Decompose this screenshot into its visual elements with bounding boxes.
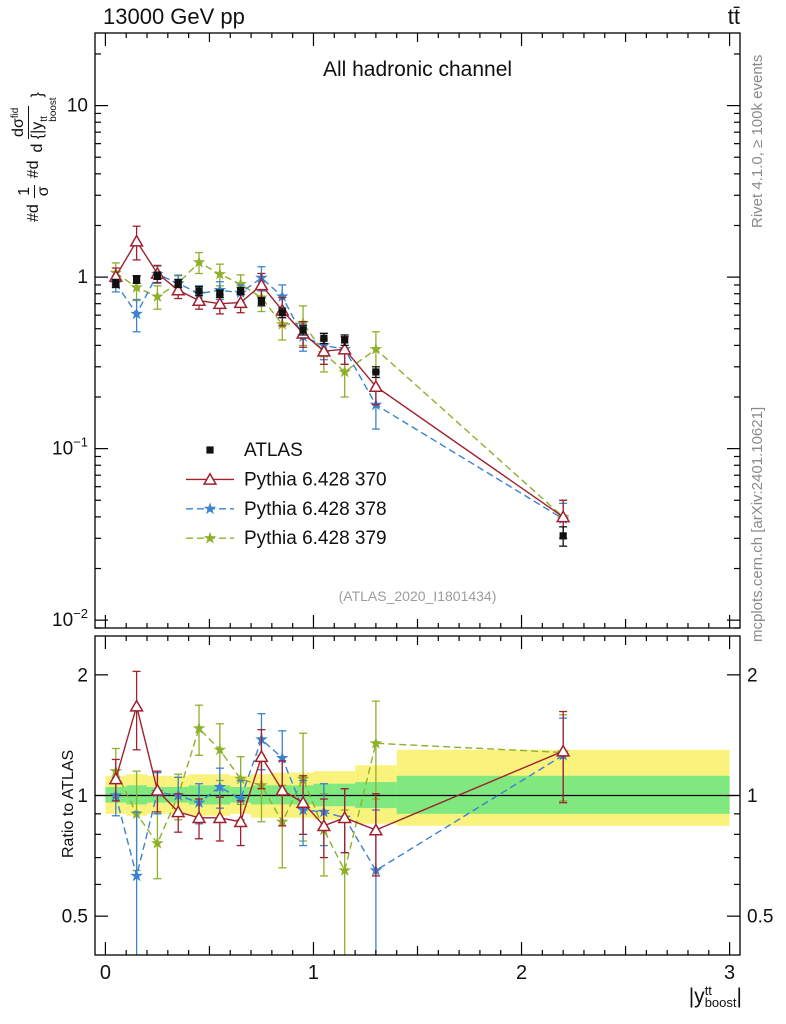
ylabel-fraction-2: dσfid d {|y tt boost}	[10, 92, 60, 153]
svg-text:10−1: 10−1	[52, 435, 88, 460]
analysis-id-watermark: (ATLAS_2020_I1801434)	[338, 588, 497, 604]
header-beam-energy: 13000 GeV pp	[103, 4, 245, 29]
series-atlas	[111, 271, 568, 547]
svg-text:0.5: 0.5	[62, 907, 88, 928]
legend: ATLAS Pythia 6.428 370 Pythia 6.428 378 Pyt…	[186, 440, 387, 549]
main-y-axis-label: #d 1 σ #d dσfid d {|y tt boost}	[10, 90, 59, 222]
axis-tick-labels: 10 1 10−1 10−2 2 2 1 1 0.5 0.5 0 1 2 3	[52, 96, 773, 984]
svg-text:2: 2	[516, 962, 527, 984]
ylabel-fraction-1: 1 σ	[15, 184, 52, 198]
svg-text:10−2: 10−2	[52, 606, 88, 631]
mcplots-arxiv-note: mcplots.cern.ch [arXiv:2401.10621]	[749, 406, 766, 642]
series-pythia-6-428-370	[108, 225, 571, 539]
svg-text:0.5: 0.5	[747, 907, 773, 928]
ylabel-prefix-2: #d	[25, 160, 43, 179]
main-panel-frame	[94, 32, 741, 629]
legend-label: Pythia 6.428 370	[244, 469, 387, 490]
svg-text:3: 3	[724, 962, 735, 984]
ylabel-prefix-1: #d	[25, 204, 43, 222]
ratio-y-axis-label: Ratio to ATLAS	[60, 749, 77, 858]
rivet-version-note: Rivet 4.1.0, ≥ 100k events	[749, 54, 766, 228]
plot-title: All hadronic channel	[322, 58, 513, 81]
svg-text:2: 2	[747, 665, 758, 686]
svg-text:1: 1	[77, 267, 88, 288]
svg-text:1: 1	[77, 786, 88, 807]
series-pythia-6-428-370	[108, 670, 571, 877]
svg-text:10: 10	[67, 96, 88, 117]
svg-text:2: 2	[77, 665, 88, 686]
legend-label: ATLAS	[244, 440, 303, 461]
ratio-panel-frame	[94, 635, 741, 956]
legend-label: Pythia 6.428 379	[244, 528, 387, 549]
svg-text:1: 1	[308, 962, 319, 984]
svg-text:0: 0	[100, 962, 111, 984]
x-axis-label: |y tt boost |	[688, 983, 742, 1011]
series-pythia-6-428-378	[109, 265, 570, 539]
legend-label: Pythia 6.428 378	[244, 499, 387, 520]
svg-text:1: 1	[747, 786, 758, 807]
axis-ticks	[95, 33, 740, 955]
header-process-ttbar: tt̄	[727, 4, 740, 29]
